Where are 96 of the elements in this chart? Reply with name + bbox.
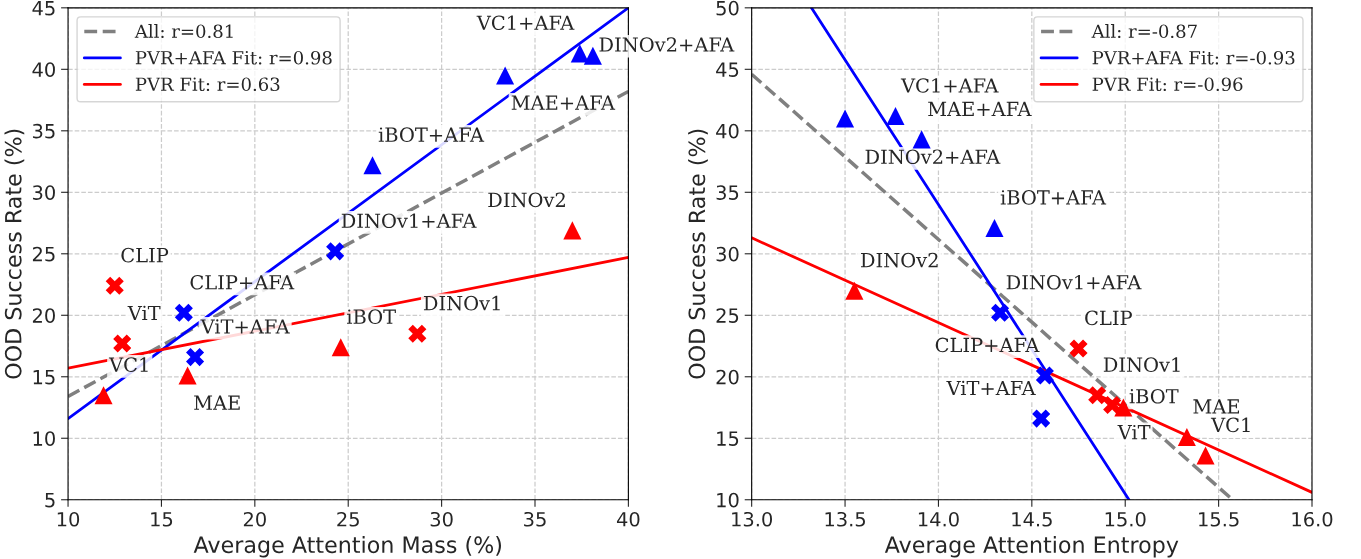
y-tick-label: 25	[716, 308, 739, 323]
y-tick-label: 45	[32, 1, 55, 16]
point	[186, 348, 205, 367]
point	[105, 276, 124, 295]
point	[836, 109, 855, 128]
x-tick-label: 13.0	[732, 511, 773, 527]
x-tick-label: 30	[430, 511, 453, 527]
y-tick-label: 35	[32, 123, 55, 139]
point	[1032, 409, 1051, 428]
annotation: VC1	[108, 357, 148, 372]
x-tick-label: 15.5	[1199, 512, 1239, 527]
point	[331, 338, 350, 357]
point	[1035, 366, 1054, 385]
point	[886, 106, 905, 126]
y-tick-label: 20	[32, 308, 55, 323]
annotation: iBOT+AFA	[1000, 190, 1107, 205]
y-axis-title: OOD Success Rate (%)	[4, 129, 25, 379]
y-tick-label: 25	[32, 246, 55, 262]
y-tick-label: 20	[716, 369, 739, 385]
point	[1088, 386, 1107, 405]
annotation: DINOv2	[488, 192, 565, 208]
legend-label: All: r=-0.87	[1091, 24, 1197, 39]
point	[363, 156, 382, 175]
annotation: MAE+AFA	[511, 95, 616, 110]
y-tick-label: 45	[716, 62, 739, 77]
x-tick-label: 35	[524, 511, 546, 527]
annotation: VC1+AFA	[476, 15, 575, 31]
annotation: DINOv1+AFA	[341, 213, 477, 229]
y-tick-label: 30	[32, 185, 55, 200]
point	[563, 221, 582, 240]
annotation: DINOv2+AFA	[599, 37, 735, 52]
point	[1196, 446, 1215, 465]
y-tick-label: 15	[33, 369, 55, 385]
annotation: MAE	[194, 395, 240, 410]
y-tick-label: 35	[716, 185, 739, 200]
x-axis-title: Average Attention Mass (%)	[193, 535, 502, 558]
annotation: CLIP	[121, 247, 169, 263]
annotation: MAE	[1193, 399, 1239, 414]
annotation: iBOT+AFA	[378, 127, 485, 143]
annotation: DINOv2+AFA	[865, 149, 1001, 165]
annotation: CLIP	[1085, 310, 1132, 326]
point	[570, 44, 589, 63]
point	[845, 281, 864, 300]
x-tick-label: 10	[57, 511, 80, 527]
x-tick-label: 14.5	[1012, 512, 1052, 527]
y-tick-label: 10	[33, 431, 55, 446]
point	[1069, 339, 1088, 358]
y-axis-title: OOD Success Rate (%)	[688, 129, 708, 379]
y-tick-label: 50	[716, 0, 739, 16]
annotation: VC1+AFA	[900, 78, 999, 93]
point	[408, 324, 427, 343]
annotation: ViT+AFA	[200, 319, 290, 334]
y-tick-label: 30	[716, 246, 739, 262]
point	[94, 386, 113, 405]
x-axis-title: Average Attention Entropy	[884, 535, 1179, 558]
x-tick-label: 25	[337, 511, 359, 527]
legend-label: PVR+AFA Fit: r=0.98	[135, 50, 332, 65]
annotation: ViT+AFA	[946, 380, 1036, 396]
annotation: CLIP+AFA	[935, 337, 1040, 353]
y-tick-label: 15	[717, 431, 739, 446]
annotation: DINOv1+AFA	[1006, 274, 1142, 290]
x-tick-label: 15	[151, 512, 173, 527]
x-tick-label: 16.0	[1292, 511, 1333, 527]
point	[113, 334, 132, 353]
annotation: ViT	[127, 305, 161, 321]
point	[326, 242, 345, 261]
point	[985, 218, 1004, 238]
y-tick-label: 10	[717, 492, 739, 508]
legend-label: PVR Fit: r=-0.96	[1092, 77, 1243, 92]
annotation: DINOv2	[861, 252, 938, 268]
point	[1177, 427, 1196, 447]
x-tick-label: 40	[616, 511, 640, 527]
x-tick-label: 20	[243, 511, 266, 527]
point	[496, 66, 515, 85]
point	[174, 303, 193, 322]
annotation: DINOv1	[423, 295, 500, 311]
y-tick-label: 5	[45, 492, 55, 508]
point	[912, 130, 931, 149]
point	[991, 303, 1010, 322]
point	[178, 366, 197, 385]
point	[1103, 396, 1122, 415]
x-tick-label: 15.0	[1105, 511, 1146, 527]
legend-label: PVR Fit: r=0.63	[135, 77, 280, 92]
annotation: CLIP+AFA	[190, 274, 295, 290]
x-tick-label: 14.0	[918, 511, 959, 527]
annotation: iBOT	[1129, 388, 1179, 404]
annotation: iBOT	[347, 309, 396, 325]
x-tick-label: 13.5	[825, 511, 865, 527]
annotation: ViT	[1117, 424, 1151, 440]
y-tick-label: 40	[716, 123, 739, 139]
y-tick-label: 40	[32, 62, 55, 77]
annotation: DINOv1	[1103, 357, 1180, 372]
annotation: MAE+AFA	[928, 101, 1032, 116]
legend-label: PVR+AFA Fit: r=-0.93	[1092, 50, 1295, 65]
annotation: VC1	[1210, 417, 1250, 433]
legend-label: All: r=0.81	[134, 24, 233, 39]
